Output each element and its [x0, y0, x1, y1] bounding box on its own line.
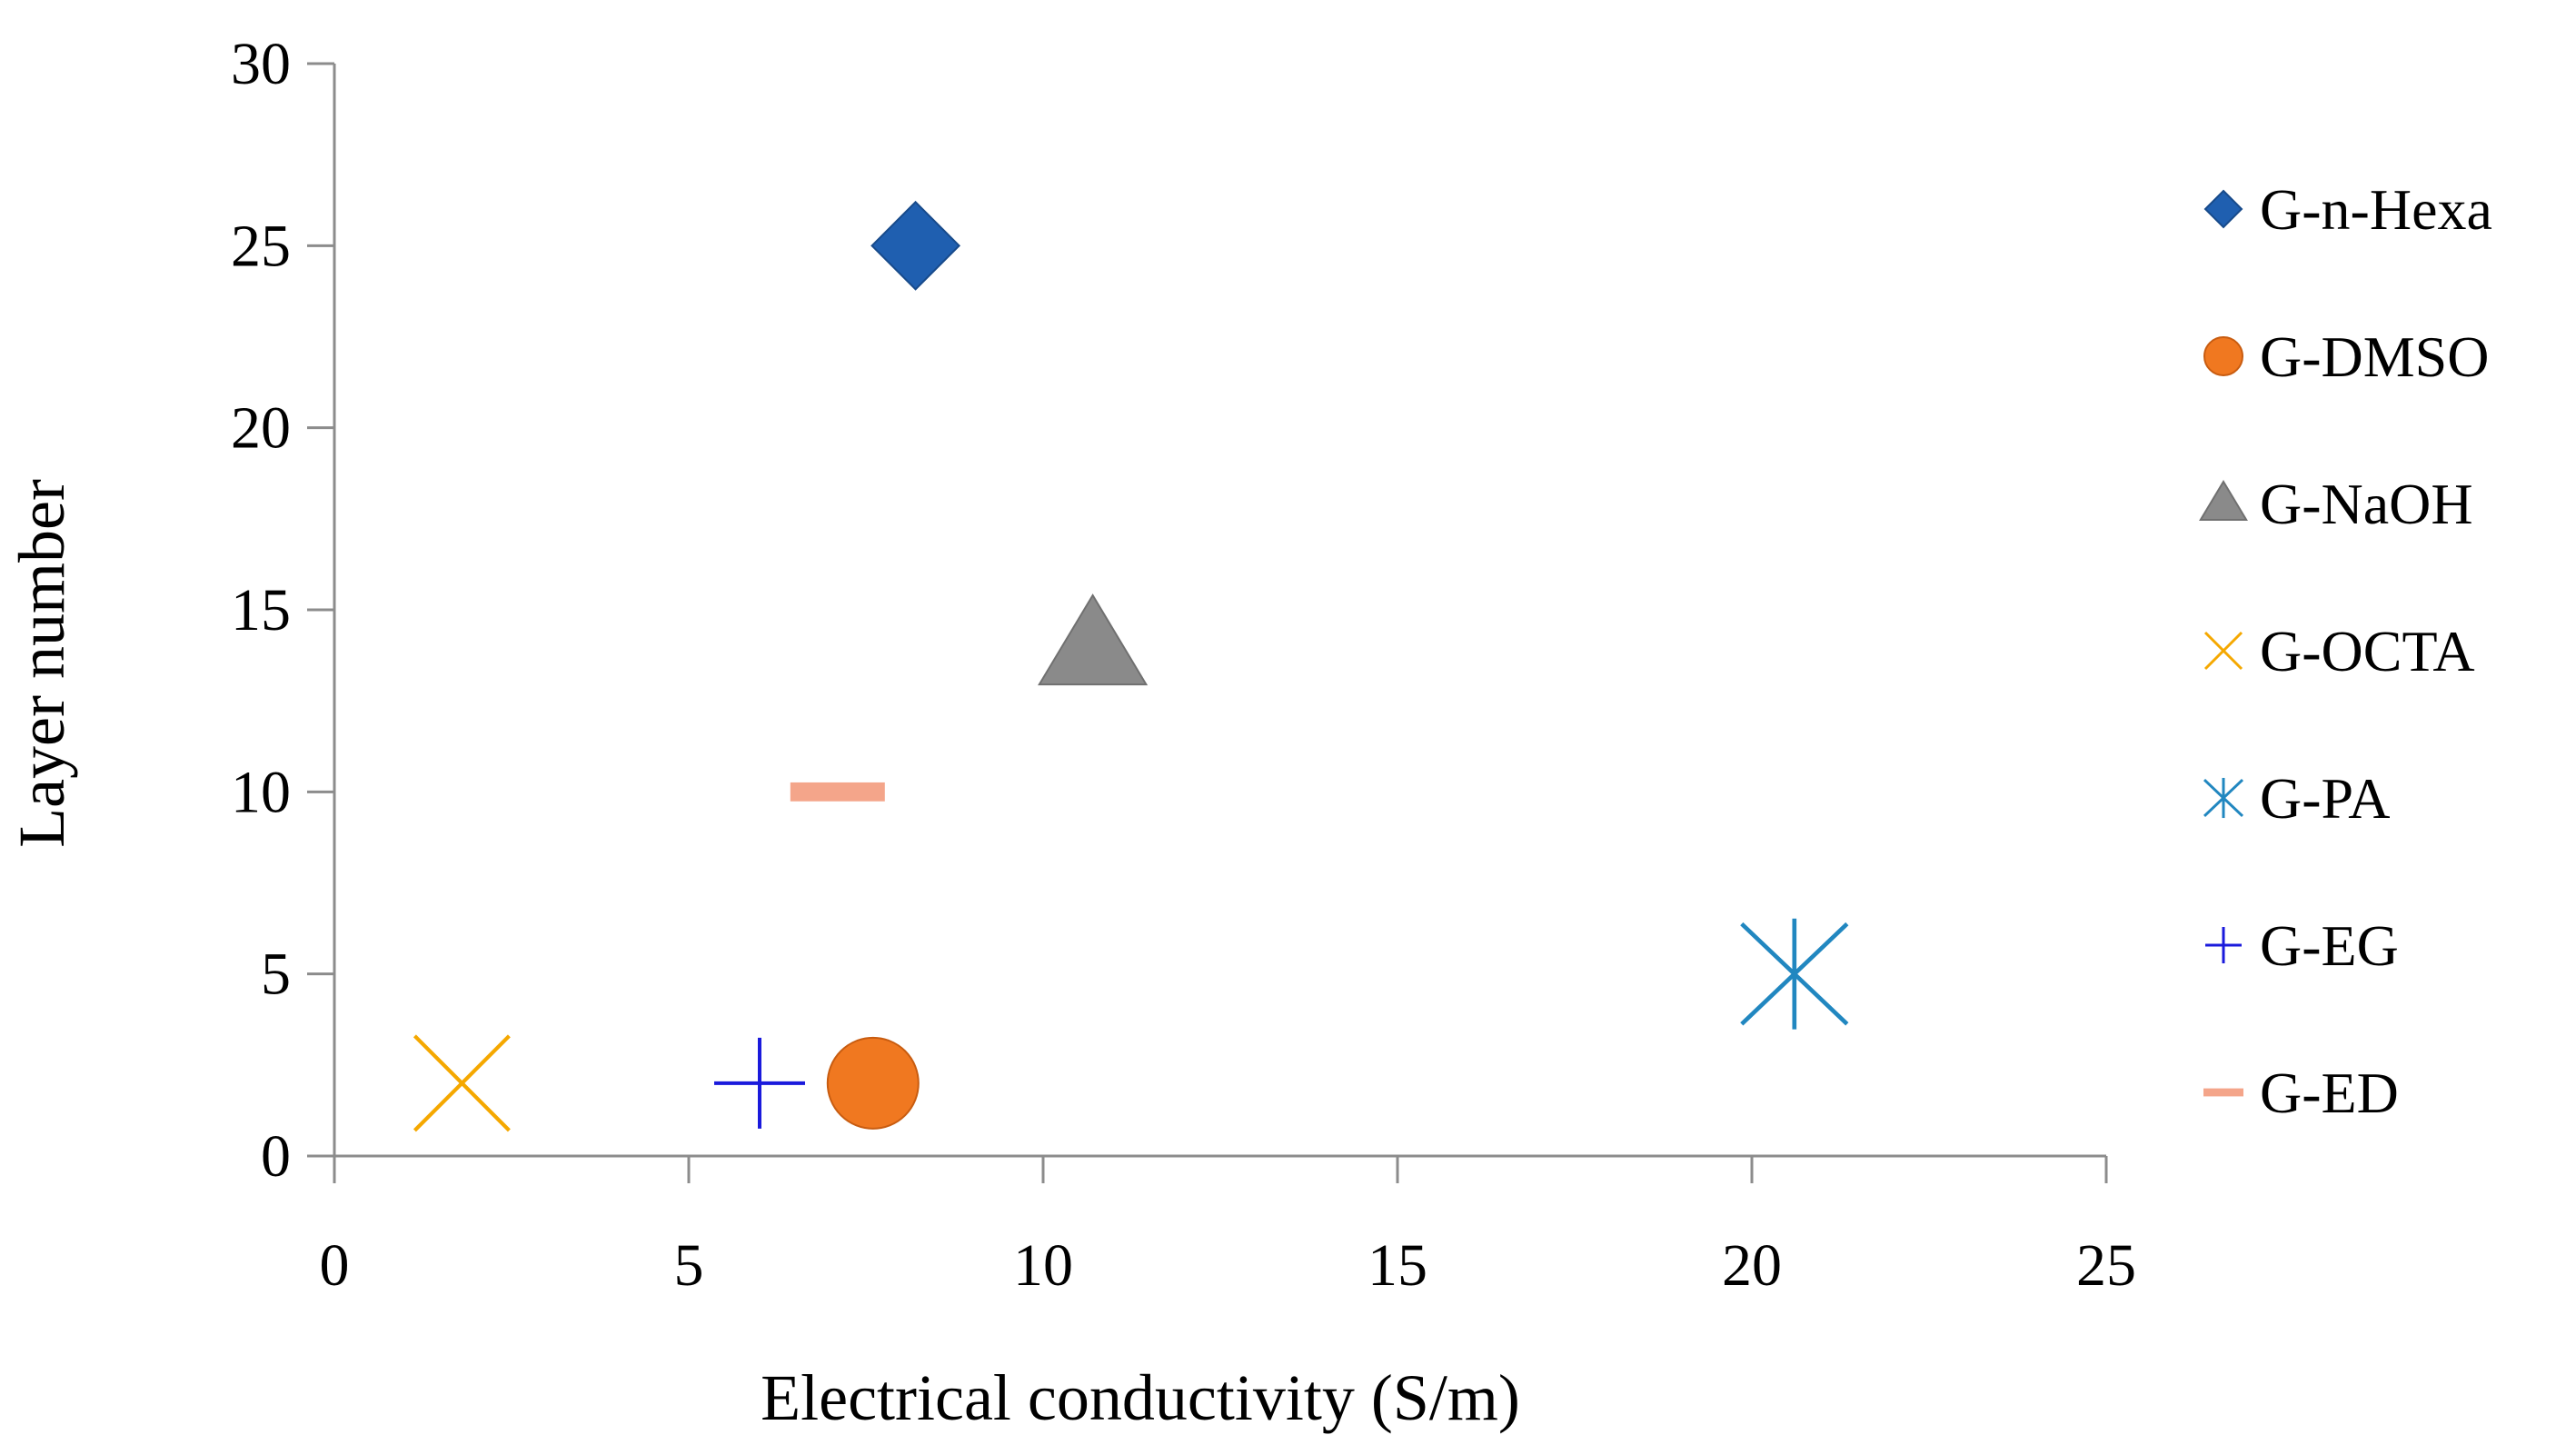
legend-item: G-ED [2203, 1061, 2399, 1125]
legend-label: G-NaOH [2260, 472, 2473, 536]
data-point-g-eg [714, 1037, 805, 1129]
legend-label: G-EG [2260, 913, 2399, 978]
legend-item: G-EG [2205, 913, 2399, 978]
legend-item: G-DMSO [2203, 324, 2489, 389]
legend-item: G-PA [2203, 766, 2390, 831]
y-tick-label: 30 [231, 31, 291, 97]
x-tick-label: 5 [674, 1232, 704, 1299]
legend: G-n-Hexa G-DMSO G-NaOH G-OCTA G-PA G-EG G-ED [2199, 177, 2492, 1125]
y-tick-label: 0 [261, 1123, 291, 1190]
data-point-g-n-hexa [870, 200, 961, 291]
y-axis-title: Layer number [5, 479, 78, 848]
legend-label: G-PA [2260, 766, 2390, 831]
x-tick-label: 25 [2076, 1232, 2136, 1299]
y-tick-label: 15 [231, 577, 291, 643]
legend-label: G-n-Hexa [2260, 177, 2492, 242]
legend-marker [2199, 480, 2248, 521]
data-point-g-ed [790, 782, 885, 802]
ticks: 0 5 10 15 20 25 30 0 5 10 15 20 25 [231, 31, 2136, 1299]
legend-label: G-ED [2260, 1061, 2399, 1125]
legend-marker [2203, 1088, 2243, 1097]
data-point-g-octa [413, 1034, 511, 1132]
x-axis-title: Electrical conductivity (S/m) [761, 1361, 1520, 1434]
legend-label: G-OCTA [2260, 619, 2475, 683]
legend-item: G-n-Hexa [2203, 177, 2492, 242]
data-points [413, 200, 1849, 1132]
y-tick-label: 5 [261, 942, 291, 1008]
y-tick-label: 20 [231, 395, 291, 462]
x-tick-label: 15 [1368, 1232, 1427, 1299]
y-tick-label: 25 [231, 213, 291, 279]
legend-marker [2203, 777, 2244, 819]
data-point-g-pa [1740, 918, 1849, 1030]
legend-label: G-DMSO [2260, 324, 2489, 389]
legend-marker [2203, 189, 2243, 229]
legend-marker [2205, 927, 2242, 963]
legend-marker [2203, 631, 2243, 671]
data-point-g-dmso [826, 1036, 920, 1130]
legend-item: G-NaOH [2199, 472, 2473, 536]
legend-marker [2203, 336, 2243, 376]
data-point-g-naoh [1038, 593, 1149, 686]
legend-item: G-OCTA [2203, 619, 2475, 683]
x-tick-label: 10 [1013, 1232, 1073, 1299]
axes [333, 64, 2106, 1158]
x-tick-label: 0 [320, 1232, 350, 1299]
x-tick-label: 20 [1722, 1232, 1782, 1299]
y-tick-label: 10 [231, 759, 291, 825]
